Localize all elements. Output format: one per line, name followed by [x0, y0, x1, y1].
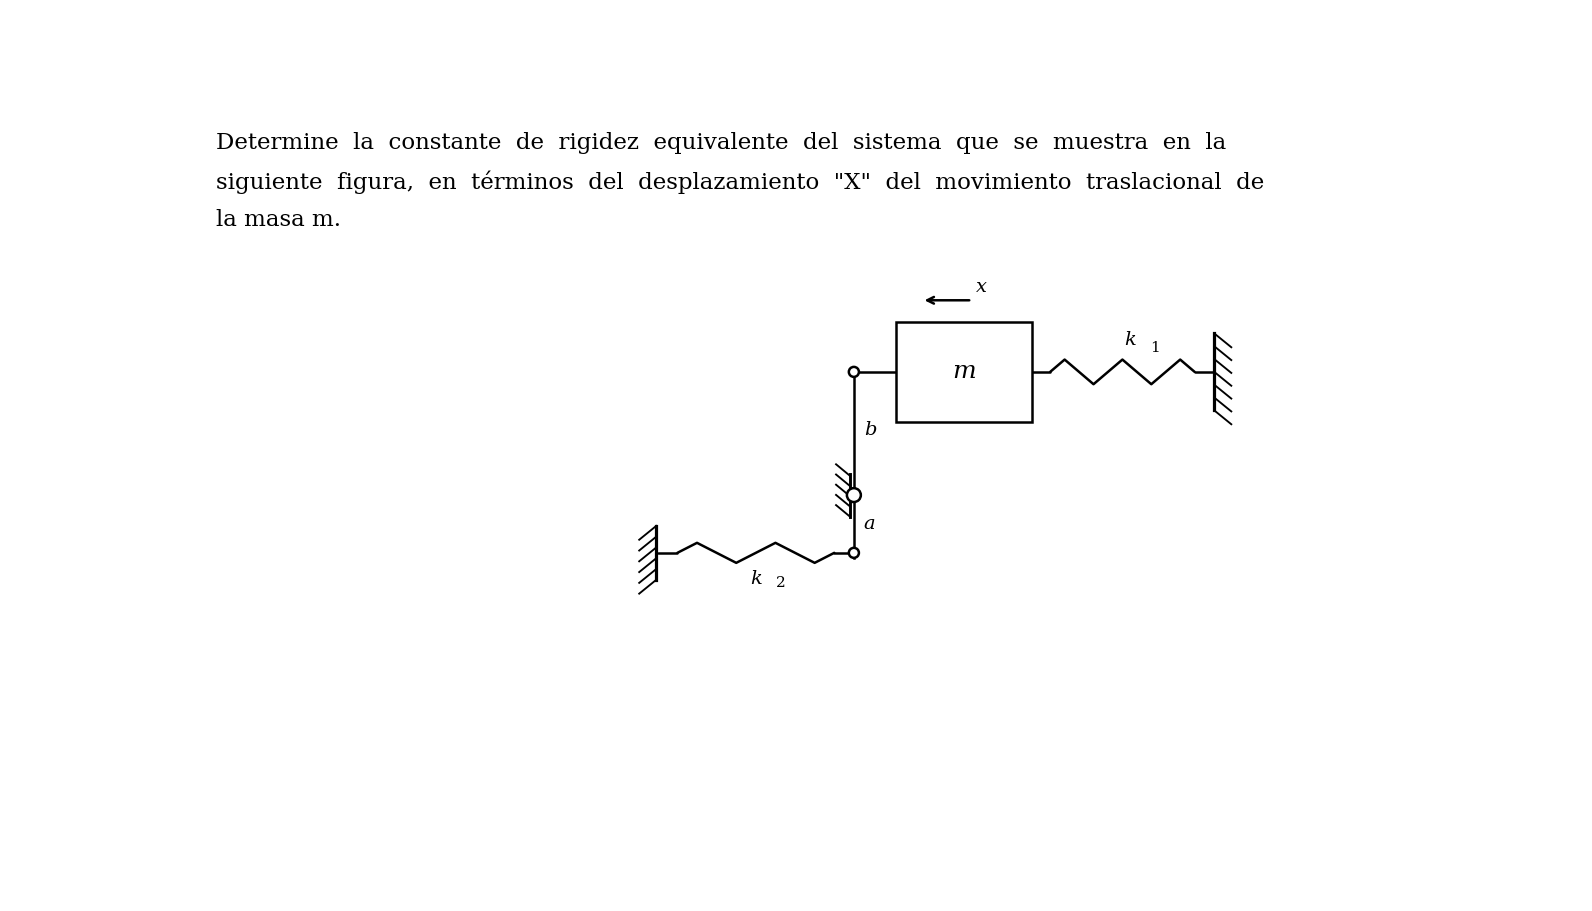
Text: k: k — [1124, 331, 1137, 349]
Text: Determine  la  constante  de  rigidez  equivalente  del  sistema  que  se  muest: Determine la constante de rigidez equiva… — [217, 132, 1226, 154]
Text: m: m — [952, 361, 976, 384]
Text: 1: 1 — [1149, 341, 1161, 355]
Text: siguiente  figura,  en  términos  del  desplazamiento  "X"  del  movimiento  tra: siguiente figura, en términos del despla… — [217, 170, 1264, 194]
Text: b: b — [864, 421, 877, 438]
Text: x: x — [976, 279, 987, 296]
Circle shape — [849, 548, 860, 558]
Text: a: a — [863, 515, 874, 533]
Text: la masa m.: la masa m. — [217, 209, 341, 230]
Text: k: k — [750, 569, 763, 588]
FancyBboxPatch shape — [896, 322, 1032, 422]
Circle shape — [849, 367, 860, 377]
Circle shape — [847, 488, 861, 502]
Text: 2: 2 — [775, 576, 785, 590]
